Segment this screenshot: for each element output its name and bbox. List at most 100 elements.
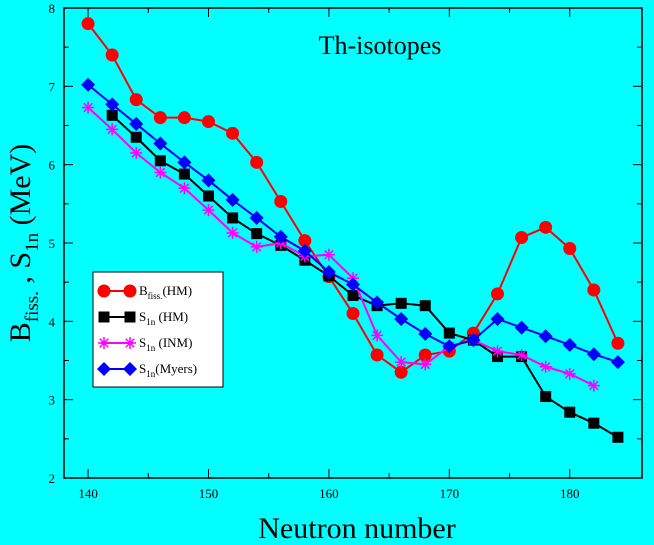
data-point	[130, 131, 142, 143]
y-axis-title-unit: (MeV)	[4, 144, 37, 233]
data-point	[227, 212, 239, 224]
legend-marker	[123, 362, 137, 376]
data-point	[250, 240, 263, 253]
data-point	[177, 111, 191, 125]
data-point	[153, 111, 167, 125]
legend-marker	[123, 284, 137, 298]
data-point	[201, 173, 216, 188]
legend-label-sub: 1n	[146, 343, 156, 353]
legend-item-2: S1n (INM)	[98, 335, 192, 353]
data-point	[178, 168, 190, 180]
legend-item-0: Bfiss.(HM)	[97, 283, 192, 301]
plot-area	[63, 7, 643, 479]
y-tick-label: 6	[49, 158, 56, 173]
data-point	[250, 155, 264, 169]
series-layer	[81, 17, 625, 443]
series-line	[111, 114, 619, 439]
data-point	[154, 155, 166, 167]
data-point	[177, 155, 192, 170]
data-point	[322, 248, 335, 261]
y-tick-label: 2	[49, 471, 56, 486]
y-tick-label: 7	[49, 79, 56, 94]
y-tick-label: 3	[49, 393, 56, 408]
legend-label-main: S	[139, 309, 146, 324]
data-point	[226, 226, 239, 239]
data-point	[130, 146, 143, 159]
data-point	[105, 48, 119, 62]
data-point	[225, 192, 240, 207]
data-point	[419, 358, 432, 371]
data-point	[346, 307, 360, 320]
data-point	[612, 431, 624, 443]
data-point	[346, 277, 360, 292]
data-point	[370, 295, 385, 310]
data-point	[587, 283, 601, 297]
data-point	[105, 97, 120, 112]
legend-label-main: B	[139, 283, 148, 298]
data-point	[154, 166, 167, 179]
y-axis-title-s-sub: 1n	[22, 232, 43, 252]
data-point	[347, 289, 359, 301]
data-point	[443, 327, 455, 339]
data-point	[106, 123, 119, 136]
data-point	[466, 333, 481, 348]
data-point	[539, 220, 553, 234]
legend-label-main: S	[139, 335, 146, 350]
data-point	[81, 77, 96, 92]
data-point	[202, 204, 215, 217]
data-point	[418, 348, 432, 362]
data-point	[564, 406, 576, 418]
data-point	[153, 136, 168, 151]
data-point	[515, 349, 528, 362]
chart-title: Th-isotopes	[319, 31, 442, 60]
axis-ticks: 140 150 160 170 180 2 3 4 5 6 7 8	[49, 1, 642, 501]
data-point	[202, 115, 215, 129]
data-point	[370, 348, 384, 362]
legend-label-suffix: (HM)	[155, 309, 188, 324]
data-point	[273, 229, 288, 244]
legend-marker	[97, 284, 111, 298]
y-axis-title-b-sub: fiss.	[22, 291, 43, 322]
x-tick-label: 150	[199, 486, 219, 501]
data-point	[514, 320, 529, 335]
x-axis-title: Neutron number	[258, 512, 455, 545]
legend-label-sub: fiss.	[148, 291, 163, 301]
y-tick-label: 5	[49, 236, 56, 251]
legend-items: Bfiss.(HM)S1n (HM)S1n (INM)S1n(Myers)	[97, 283, 197, 379]
data-point	[562, 337, 577, 352]
y-axis-title: Bfiss. , S1n (MeV)	[4, 144, 43, 343]
legend-label-sub: 1n	[146, 317, 156, 327]
x-tick-label: 170	[440, 486, 460, 501]
data-point	[178, 182, 191, 195]
legend-label: S1n (INM)	[139, 335, 192, 353]
data-point	[321, 264, 336, 279]
data-point	[491, 287, 504, 301]
x-tick-label: 180	[560, 486, 580, 501]
legend-label-main: S	[139, 361, 146, 376]
data-point	[611, 336, 625, 350]
data-point	[491, 345, 504, 358]
data-point	[394, 311, 409, 326]
data-point	[442, 339, 457, 354]
y-tick-label: 8	[49, 1, 56, 16]
data-point	[251, 228, 263, 240]
series-3	[81, 77, 625, 370]
y-tick-label: 4	[49, 314, 56, 329]
legend-item-1: S1n (HM)	[98, 309, 188, 327]
data-point	[490, 311, 505, 326]
data-point	[587, 379, 600, 392]
legend: Bfiss.(HM)S1n (HM)S1n (INM)S1n(Myers)	[92, 271, 224, 388]
data-point	[394, 365, 408, 379]
data-point	[203, 190, 214, 202]
legend-label-suffix: (INM)	[155, 335, 192, 350]
legend-label-suffix: (Myers)	[155, 361, 197, 376]
legend-marker	[98, 311, 110, 323]
data-point	[297, 243, 312, 258]
x-tick-label: 140	[78, 486, 98, 501]
data-point	[563, 367, 576, 380]
y-axis-title-b: B	[4, 322, 37, 342]
y-axis-title-s: S	[4, 252, 37, 269]
data-point	[81, 17, 95, 31]
data-point	[106, 109, 118, 121]
data-point	[588, 417, 600, 429]
